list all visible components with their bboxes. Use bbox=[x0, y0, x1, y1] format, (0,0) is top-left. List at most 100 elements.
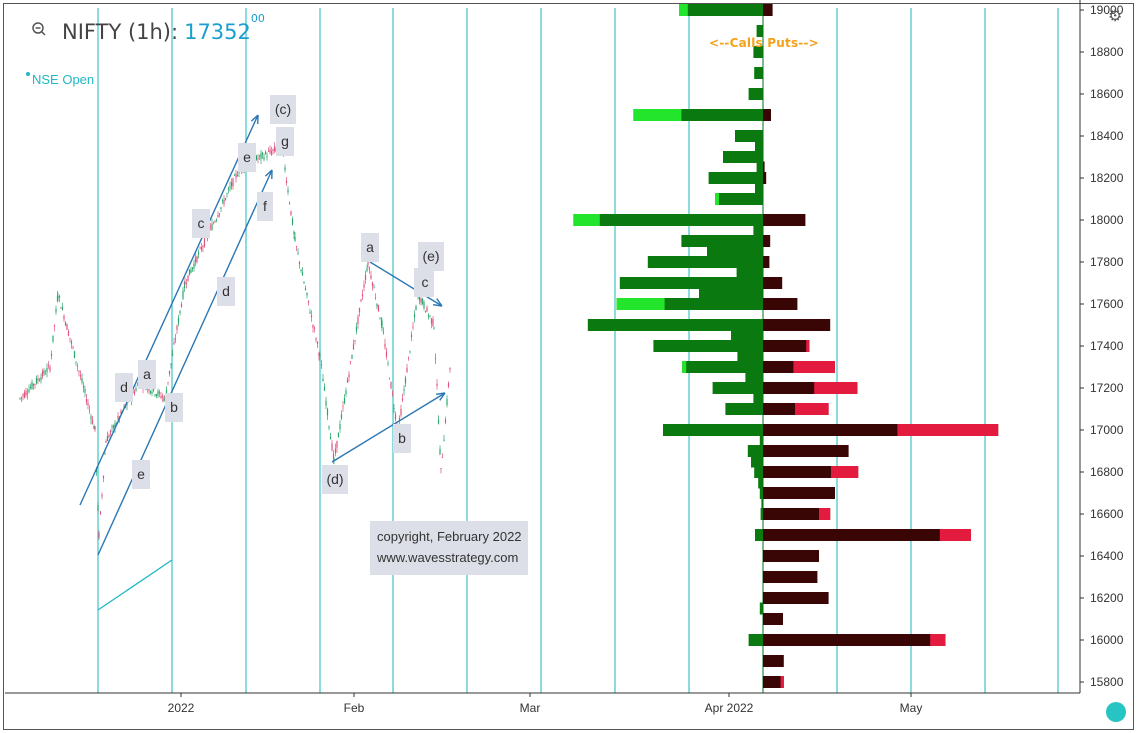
candle-body bbox=[132, 391, 134, 393]
y-tick-label: 18800 bbox=[1090, 45, 1124, 59]
put-oi-bar bbox=[763, 277, 783, 289]
candle-body bbox=[52, 335, 54, 342]
candle-body bbox=[163, 397, 165, 402]
candle-body bbox=[298, 261, 301, 265]
candle-body bbox=[377, 305, 380, 312]
candle-body bbox=[441, 457, 444, 459]
call-oi-bar bbox=[745, 371, 763, 384]
candle-body bbox=[332, 453, 335, 459]
candle-body bbox=[313, 327, 316, 329]
call-oi-bar bbox=[647, 256, 763, 268]
call-oi-bar bbox=[679, 4, 763, 16]
put-change-bar bbox=[795, 403, 829, 415]
candle-body bbox=[388, 378, 391, 380]
candle-body bbox=[293, 231, 295, 234]
candle-body bbox=[215, 219, 218, 221]
candle-body bbox=[310, 315, 313, 318]
candle-body bbox=[370, 275, 372, 279]
candle-body bbox=[191, 267, 194, 270]
candle-body bbox=[180, 304, 183, 307]
x-axis: 2022 Feb Mar Apr 2022 May bbox=[5, 692, 1080, 715]
candle-body bbox=[315, 338, 317, 341]
candle-body bbox=[303, 282, 305, 284]
call-oi-bar bbox=[737, 350, 763, 363]
candle-body bbox=[421, 298, 424, 304]
candle-body bbox=[112, 424, 115, 429]
put-oi-bar bbox=[763, 634, 946, 646]
candle-body bbox=[160, 396, 162, 398]
candle-body bbox=[439, 448, 441, 455]
put-oi-bar bbox=[763, 508, 831, 520]
call-oi-bar bbox=[748, 88, 763, 100]
candle-body bbox=[413, 314, 416, 318]
candle-body bbox=[35, 377, 38, 384]
candle-body bbox=[84, 388, 86, 393]
candle-body bbox=[420, 298, 422, 303]
call-change-bar bbox=[633, 109, 682, 121]
candle-body bbox=[223, 199, 225, 205]
candle-body bbox=[391, 393, 394, 394]
candle-body bbox=[173, 342, 175, 345]
candle-body bbox=[56, 295, 59, 302]
call-change-bar bbox=[573, 214, 600, 226]
candle-body bbox=[190, 269, 192, 273]
magnifier-minus-icon[interactable] bbox=[32, 22, 46, 36]
trendline-arrowhead bbox=[435, 392, 446, 401]
call-oi-bar bbox=[707, 245, 763, 258]
candle-body bbox=[69, 337, 71, 339]
candle-body bbox=[376, 303, 378, 307]
candle-body bbox=[154, 394, 156, 396]
candle-body bbox=[49, 366, 51, 371]
candle-body bbox=[58, 295, 61, 298]
wave-label: f bbox=[257, 192, 273, 221]
candle-body bbox=[301, 272, 304, 276]
candle-body bbox=[31, 381, 33, 389]
candle-body bbox=[269, 149, 271, 153]
teal-circle-icon[interactable] bbox=[1106, 702, 1126, 722]
put-oi-bar bbox=[763, 676, 784, 688]
trendline bbox=[369, 261, 443, 307]
candle-body bbox=[101, 494, 103, 497]
call-oi-bar bbox=[753, 224, 763, 237]
put-change-bar bbox=[930, 634, 946, 646]
candle-body bbox=[430, 318, 433, 324]
candle-body bbox=[339, 424, 341, 430]
candle-body bbox=[436, 383, 438, 386]
candle-body bbox=[26, 393, 29, 395]
candle-body bbox=[291, 218, 294, 225]
put-change-bar bbox=[831, 466, 859, 478]
call-oi-bar bbox=[736, 266, 763, 279]
trendline-arrowhead bbox=[264, 169, 273, 180]
candle-body bbox=[258, 155, 261, 157]
candle-body bbox=[373, 287, 375, 289]
candle-body bbox=[387, 362, 389, 364]
candle-body bbox=[188, 269, 191, 276]
candle-body bbox=[364, 274, 367, 280]
candle-body bbox=[345, 390, 347, 395]
candle-body bbox=[390, 382, 392, 389]
candle-body bbox=[348, 374, 350, 378]
candle-body bbox=[41, 371, 44, 377]
candle-body bbox=[400, 408, 402, 416]
candle-body bbox=[233, 174, 236, 176]
candle-body bbox=[363, 284, 365, 288]
candle-body bbox=[202, 246, 204, 248]
candle-body bbox=[236, 175, 239, 177]
candle-body bbox=[334, 448, 337, 454]
wave-label: b bbox=[165, 393, 183, 422]
candle-body bbox=[394, 413, 397, 420]
candle-body bbox=[433, 327, 435, 329]
wave-label: a bbox=[138, 360, 156, 389]
gear-icon[interactable]: ⚙ bbox=[1108, 8, 1123, 25]
candle-body bbox=[44, 373, 47, 375]
call-oi-bar bbox=[712, 382, 763, 394]
wave-label: c bbox=[192, 209, 210, 238]
candle-body bbox=[158, 391, 161, 394]
call-oi-bar bbox=[754, 466, 763, 478]
put-oi-bar bbox=[763, 445, 849, 457]
put-oi-bar bbox=[763, 592, 829, 604]
trendline bbox=[331, 392, 446, 463]
candle-body bbox=[171, 353, 174, 356]
website-line: www.wavesstrategy.com bbox=[377, 550, 519, 565]
